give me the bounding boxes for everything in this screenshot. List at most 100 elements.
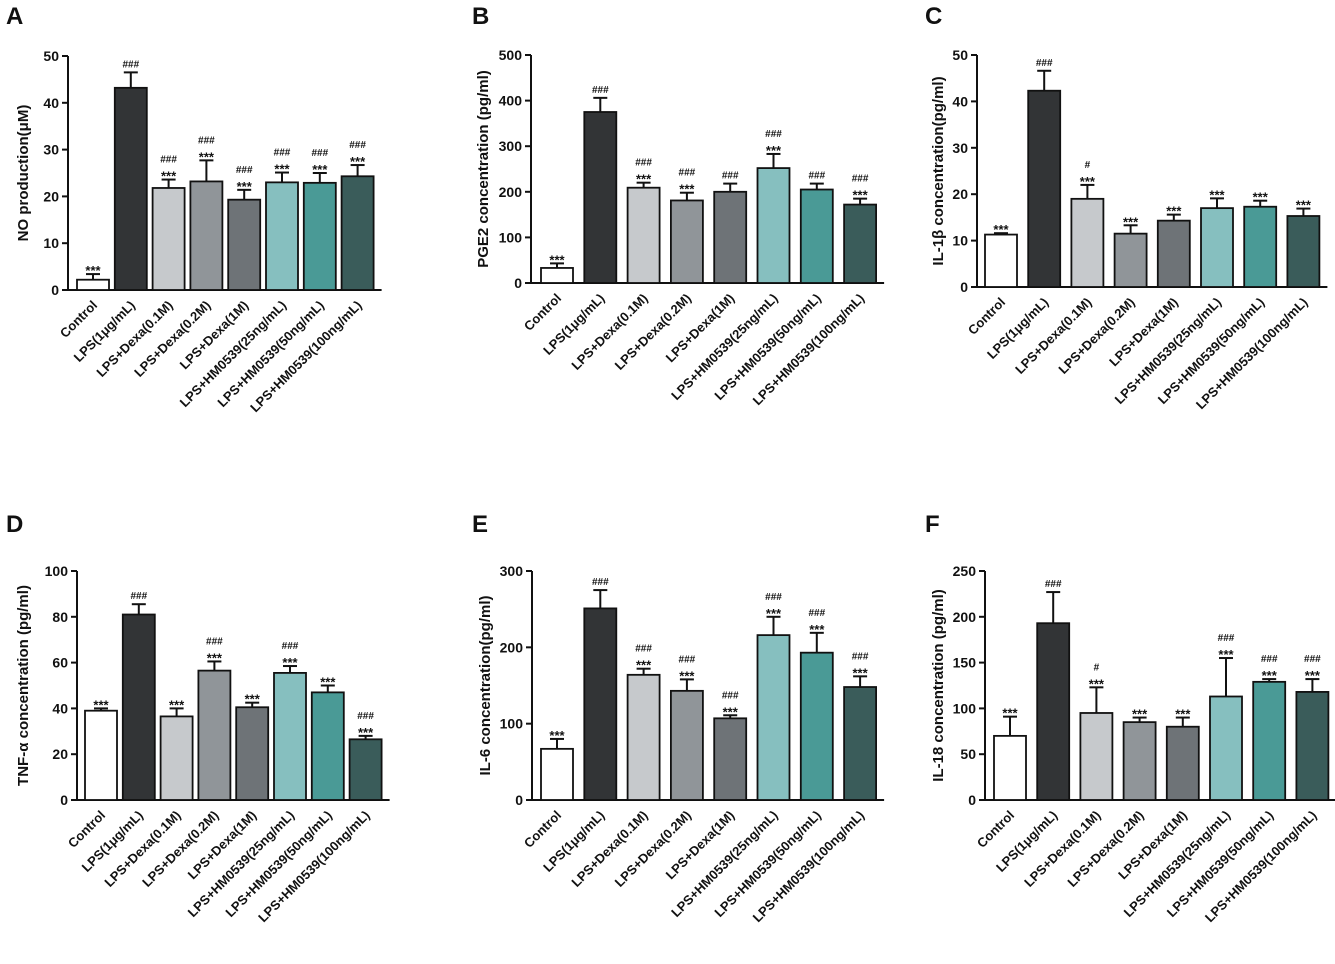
y-tick-label: 100 <box>499 229 523 245</box>
bar <box>1079 712 1114 801</box>
significance-hashes: ### <box>1218 633 1235 644</box>
bar <box>756 167 791 284</box>
bar <box>993 734 1027 801</box>
significance-hashes: ### <box>160 155 177 166</box>
significance-hashes: ### <box>808 608 825 619</box>
significance-stars: *** <box>993 222 1009 237</box>
bar <box>1113 232 1148 288</box>
x-tick-label: LPS+Dexa(0.2M) <box>1064 808 1146 890</box>
y-tick-label: 10 <box>43 235 59 251</box>
significance-stars: *** <box>350 154 366 169</box>
significance-stars: *** <box>853 665 869 680</box>
y-tick-label: 300 <box>499 138 523 154</box>
x-tick-label: LPS+Dexa(0.2M) <box>612 808 694 890</box>
y-tick-label: 150 <box>953 655 977 671</box>
bar <box>1122 721 1157 801</box>
bar <box>235 706 270 801</box>
y-tick-label: 200 <box>500 639 524 655</box>
bar <box>273 672 307 801</box>
significance-hashes: ### <box>592 85 609 96</box>
panel-f: F IL-18 concentration (pg/ml) 0 50 100 150 200… <box>925 511 1335 925</box>
significance-hashes: ### <box>206 636 223 647</box>
panel-letter: C <box>925 3 942 30</box>
y-axis-label: IL-18 concentration (pg/ml) <box>930 589 947 782</box>
significance-stars: *** <box>312 162 328 177</box>
significance-stars: *** <box>766 143 782 158</box>
bar <box>310 691 345 801</box>
bar <box>151 187 186 291</box>
bar <box>113 86 148 291</box>
x-tick-label: LPS+Dexa(0.1M) <box>1021 808 1103 890</box>
significance-hashes: ### <box>274 148 291 159</box>
bar <box>302 181 337 291</box>
significance-stars: *** <box>207 650 223 665</box>
y-tick-label: 200 <box>499 184 523 200</box>
significance-hashes: ### <box>635 644 652 655</box>
significance-hashes: ### <box>635 158 652 169</box>
y-tick-label: 0 <box>968 792 976 808</box>
bar <box>121 613 156 801</box>
bar <box>583 607 618 801</box>
x-tick-label: LPS+Dexa(0.2M) <box>612 291 694 373</box>
x-tick-label: Control <box>521 808 564 851</box>
significance-hashes: ### <box>357 711 374 722</box>
bar <box>670 689 704 801</box>
panel-e: E IL-6 concentration(pg/ml) 0 100 200 300 *** C… <box>472 511 885 925</box>
bar <box>265 181 299 291</box>
significance-hashes: ### <box>592 577 609 588</box>
significance-hashes: ### <box>808 171 825 182</box>
significance-stars: *** <box>1218 647 1234 662</box>
significance-stars: *** <box>1166 204 1182 219</box>
x-tick-label: Control <box>521 291 564 334</box>
bar <box>713 190 748 284</box>
bar <box>1165 725 1200 801</box>
significance-hashes: ### <box>122 59 139 70</box>
y-axis-label: IL-6 concentration(pg/ml) <box>477 595 494 775</box>
significance-stars: *** <box>1296 198 1312 213</box>
y-tick-label: 500 <box>499 47 523 63</box>
y-tick-label: 50 <box>960 746 976 762</box>
y-tick-label: 20 <box>43 188 59 204</box>
y-tick-label: 50 <box>952 47 968 63</box>
bar <box>713 717 748 801</box>
y-tick-label: 50 <box>43 48 59 64</box>
panel-letter: E <box>472 511 488 538</box>
significance-hashes: ### <box>282 641 299 652</box>
bar <box>1243 205 1278 288</box>
y-axis-label: IL-1β concentration(pg/ml) <box>930 76 947 265</box>
y-tick-label: 80 <box>52 609 68 625</box>
x-tick-label: LPS+Dexa(0.2M) <box>1055 295 1137 377</box>
significance-stars: *** <box>1089 676 1105 691</box>
significance-stars: *** <box>93 697 109 712</box>
bar <box>1286 215 1321 288</box>
y-axis-label: PGE2 concentration (pg/ml) <box>475 70 492 268</box>
significance-hashes: # <box>1085 160 1091 171</box>
significance-stars: *** <box>636 172 652 187</box>
significance-stars: *** <box>199 149 215 164</box>
y-tick-label: 0 <box>51 282 59 298</box>
significance-stars: *** <box>549 252 565 267</box>
significance-hashes: ### <box>349 140 366 151</box>
significance-stars: *** <box>274 162 290 177</box>
significance-hashes: ### <box>311 148 328 159</box>
significance-stars: *** <box>1175 707 1191 722</box>
significance-stars: *** <box>1132 707 1148 722</box>
panel-letter: A <box>6 3 23 30</box>
bar <box>340 175 375 291</box>
significance-stars: *** <box>1123 214 1139 229</box>
bar <box>189 180 224 291</box>
y-tick-label: 10 <box>952 233 968 249</box>
y-axis-label: NO production(μM) <box>15 105 32 242</box>
y-tick-label: 0 <box>515 792 523 808</box>
significance-hashes: ### <box>1036 58 1053 69</box>
x-tick-label: LPS+Dexa(0.1M) <box>568 291 650 373</box>
significance-hashes: ### <box>198 135 215 146</box>
panel-b: B PGE2 concentration (pg/ml) 0 100 200 300 400… <box>472 3 885 408</box>
y-tick-label: 100 <box>500 716 524 732</box>
bar <box>84 709 118 801</box>
y-tick-label: 200 <box>953 609 977 625</box>
y-tick-label: 40 <box>52 700 68 716</box>
significance-stars: *** <box>679 668 695 683</box>
significance-stars: *** <box>245 692 261 707</box>
